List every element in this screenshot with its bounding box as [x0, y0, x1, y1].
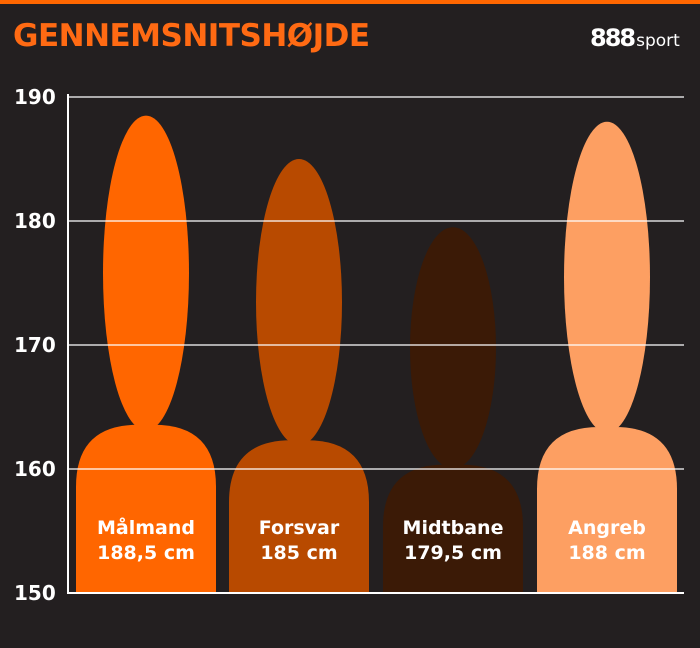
figure-forsvar: Forsvar 185 cm: [229, 159, 369, 593]
y-tick-label: 160: [14, 457, 56, 481]
top-accent-bar: [0, 0, 700, 4]
figure-angreb: Angreb 188 cm: [537, 121, 677, 593]
y-tick-label: 190: [14, 85, 56, 109]
figure-head: [256, 159, 342, 446]
category-label: Midtbane: [403, 517, 504, 539]
figure-head: [410, 227, 496, 469]
value-label: 188,5 cm: [97, 542, 195, 564]
figure-head: [103, 115, 189, 431]
figure-målmand: Målmand 188,5 cm: [76, 115, 216, 593]
figure-body: [229, 440, 369, 593]
figures-group: Målmand 188,5 cm Forsvar 185 cm Midtbane 179,…: [76, 115, 677, 593]
logo-digits: 888: [590, 24, 636, 52]
chart-title: GENNEMSNITSHØJDE: [13, 18, 370, 54]
figure-neck: [136, 399, 156, 429]
category-label: Angreb: [568, 517, 646, 539]
category-label: Forsvar: [259, 517, 340, 539]
value-label: 179,5 cm: [404, 542, 502, 564]
figure-midtbane: Midtbane 179,5 cm: [383, 227, 523, 593]
figure-head: [564, 121, 650, 433]
figure-body: [383, 464, 523, 593]
value-label: 185 cm: [260, 542, 337, 564]
value-label: 188 cm: [568, 542, 645, 564]
y-tick-label: 170: [14, 333, 56, 357]
figure-neck: [289, 416, 309, 445]
y-tick-label: 150: [14, 581, 56, 605]
figure-body: [537, 427, 677, 593]
y-tick-label: 180: [14, 209, 56, 233]
brand-logo: 888 sport: [590, 26, 680, 53]
logo-word: sport: [636, 31, 680, 51]
category-label: Målmand: [97, 515, 195, 539]
figure-neck: [597, 401, 617, 431]
figure-body: [76, 424, 216, 593]
figure-neck: [443, 444, 463, 469]
